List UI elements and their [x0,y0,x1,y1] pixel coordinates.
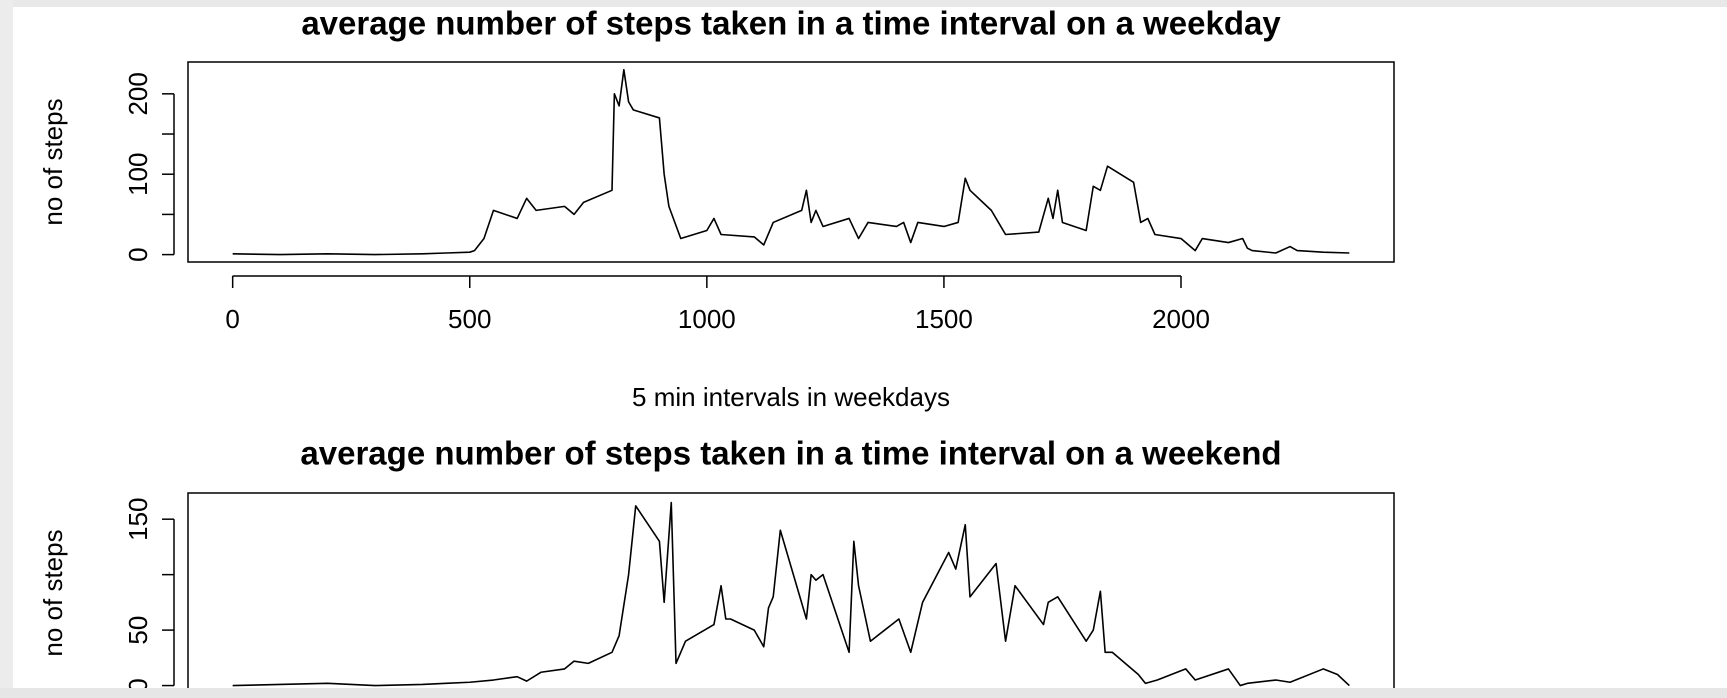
chart-title: average number of steps taken in a time … [301,5,1281,42]
y-tick-label: 100 [123,153,153,196]
bottom-scrollbar [0,688,1727,698]
y-tick-label: 200 [123,72,153,115]
chart-title: average number of steps taken in a time … [300,435,1281,472]
data-line [232,501,1350,687]
plot-box [187,492,1395,694]
x-tick-label: 1000 [678,304,736,334]
y-tick-label: 0 [123,247,153,261]
plot-box [187,61,1395,263]
x-tick-label: 500 [448,304,491,334]
y-axis-label: no of steps [38,98,68,225]
y-tick-label: 50 [123,616,153,645]
x-tick-label: 2000 [1152,304,1210,334]
x-tick-label: 0 [225,304,239,334]
y-tick-label: 150 [123,497,153,540]
data-line [232,68,1350,256]
left-strip [0,0,13,698]
top-bar [0,0,1727,7]
x-axis-label: 5 min intervals in weekdays [632,382,950,412]
y-axis-label: no of steps [38,529,68,656]
x-tick-label: 1500 [915,304,973,334]
